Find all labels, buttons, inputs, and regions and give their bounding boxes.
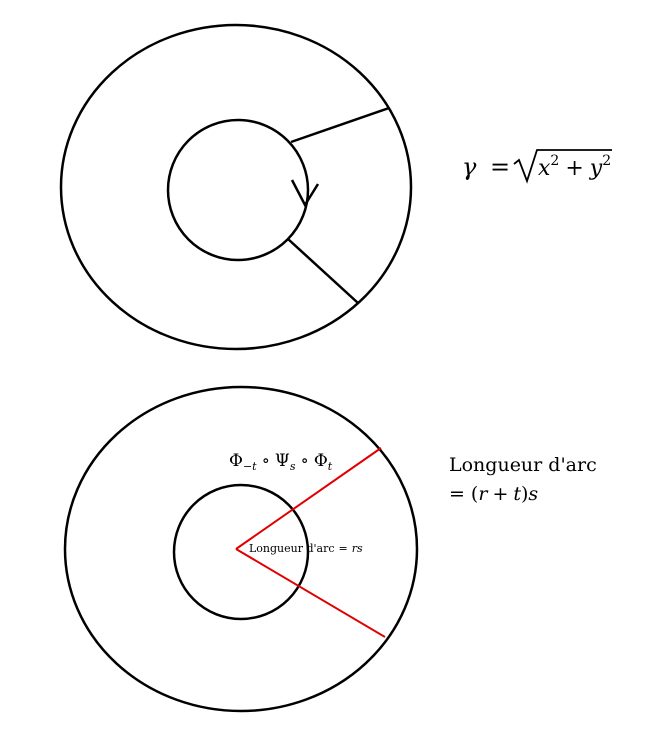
- outer-arc-length-label-line2: = (r + t)s: [449, 483, 538, 505]
- top-inner-circle: [166, 118, 310, 262]
- orientation-arrow-icon: [290, 179, 320, 208]
- inner-arc-length-label: Longueur d'arc = rs: [249, 542, 363, 555]
- upper-red-radius: [235, 447, 382, 550]
- bottom-annulus-figure: [63, 385, 419, 713]
- lower-red-radius: [235, 548, 386, 638]
- square-root-sign: [513, 149, 612, 184]
- top-upper-radius-segment: [290, 106, 390, 144]
- top-outer-circle: [59, 23, 413, 351]
- top-annulus-figure: [59, 23, 413, 351]
- bottom-outer-circle: [63, 385, 419, 713]
- outer-arc-length-label-line1: Longueur d'arc: [449, 454, 597, 476]
- bottom-inner-circle: [172, 483, 310, 621]
- gamma-formula: γ =: [462, 153, 510, 181]
- red-radius-lines: [235, 447, 386, 638]
- top-lower-radius-segment: [287, 238, 359, 304]
- gamma-radicand: x2 + y2: [538, 153, 611, 181]
- composition-formula: Φ−t ∘ Ψs ∘ Φt: [229, 451, 333, 473]
